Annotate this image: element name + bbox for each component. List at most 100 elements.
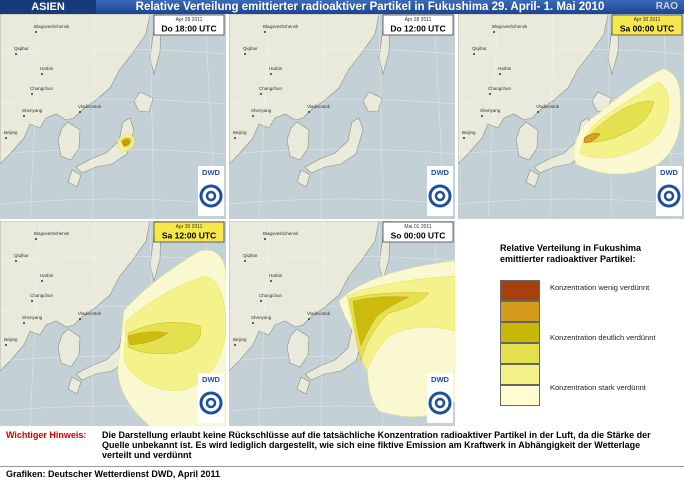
- city-label: Qiqihar: [243, 46, 258, 51]
- map-panel: Blagoveshchensk Qiqihar Harbin Changchun She…: [229, 14, 455, 219]
- city-dot: [308, 111, 310, 113]
- city-label: Harbin: [269, 66, 283, 71]
- city-label: Beijing: [233, 337, 247, 342]
- city-label: Blagoveshchensk: [263, 24, 299, 29]
- city-label: Vladivostok: [307, 311, 331, 316]
- city-dot: [31, 300, 33, 302]
- city-label: Beijing: [233, 130, 247, 135]
- legend-entry: Konzentration deutlich verdünnt: [550, 333, 656, 342]
- time-box: [153, 14, 225, 36]
- city-dot: [260, 300, 262, 302]
- time-box: [382, 221, 454, 243]
- city-label: Harbin: [498, 66, 512, 71]
- logo-label: DWD: [660, 168, 678, 177]
- city-dot: [23, 115, 25, 117]
- logo-swirl: [205, 397, 217, 409]
- plume: [127, 331, 169, 346]
- city-label: Vladivostok: [536, 104, 560, 109]
- time-label: Do 18:00 UTC: [161, 24, 216, 34]
- date-label: Apr 30 2011: [176, 224, 203, 230]
- plume: [127, 322, 201, 354]
- map-panel: Blagoveshchensk Qiqihar Harbin Changchun She…: [229, 221, 455, 426]
- note-label: Wichtiger Hinweis:: [6, 430, 87, 440]
- city-label: Shenyang: [251, 108, 272, 113]
- city-label: Beijing: [4, 337, 18, 342]
- city-label: Qiqihar: [14, 46, 29, 51]
- header-bar: ASIEN Relative Verteilung emittierter ra…: [0, 0, 684, 14]
- logo-swirl: [663, 190, 675, 202]
- city-label: Blagoveshchensk: [492, 24, 528, 29]
- city-dot: [489, 93, 491, 95]
- plume: [582, 101, 655, 143]
- note-text: Die Darstellung erlaubt keine Rückschlüs…: [102, 430, 651, 460]
- logo-swirl: [428, 184, 452, 208]
- city-dot: [15, 260, 17, 262]
- base-map: [0, 14, 226, 219]
- city-dot: [252, 115, 254, 117]
- city-label: Beijing: [462, 130, 476, 135]
- city-label: Harbin: [269, 273, 283, 278]
- map-panel: Blagoveshchensk Qiqihar Harbin Changchun She…: [0, 221, 226, 426]
- city-dot: [5, 344, 7, 346]
- city-dot: [15, 53, 17, 55]
- swatch: [500, 364, 540, 385]
- footer: Grafiken: Deutscher Wetterdienst DWD, Ap…: [0, 466, 684, 480]
- time-box: [611, 14, 683, 36]
- city-dot: [79, 111, 81, 113]
- city-dot: [5, 137, 7, 139]
- logo-swirl: [199, 391, 223, 415]
- date-label: Apr 30 2011: [634, 17, 661, 23]
- logo-label: DWD: [431, 375, 449, 384]
- city-label: Changchun: [30, 86, 54, 91]
- city-dot: [264, 238, 266, 240]
- city-dot: [79, 318, 81, 320]
- city-dot: [499, 73, 501, 75]
- city-dot: [473, 53, 475, 55]
- city-dot: [481, 115, 483, 117]
- city-dot: [244, 53, 246, 55]
- date-label: Apr 28 2011: [405, 17, 432, 23]
- city-label: Harbin: [40, 273, 54, 278]
- region-label: ASIEN: [0, 0, 96, 14]
- city-label: Changchun: [259, 293, 283, 298]
- city-dot: [270, 280, 272, 282]
- city-dot: [35, 238, 37, 240]
- city-label: Harbin: [40, 66, 54, 71]
- map-panel: Blagoveshchensk Qiqihar Harbin Changchun She…: [458, 14, 684, 219]
- city-label: Blagoveshchensk: [263, 231, 299, 236]
- date-label: Apr 28 2011: [176, 17, 203, 23]
- swatch: [500, 301, 540, 322]
- swatch: [500, 322, 540, 343]
- time-box: [153, 221, 225, 243]
- city-dot: [270, 73, 272, 75]
- swatch: [500, 385, 540, 406]
- logo-swirl: [428, 391, 452, 415]
- plume: [352, 296, 410, 347]
- city-dot: [308, 318, 310, 320]
- city-dot: [244, 260, 246, 262]
- base-map: [229, 14, 455, 219]
- city-dot: [252, 322, 254, 324]
- time-box: [382, 14, 454, 36]
- logo-swirl: [199, 184, 223, 208]
- time-label: So 00:00 UTC: [391, 231, 446, 241]
- city-label: Shenyang: [22, 315, 43, 320]
- plume: [122, 140, 130, 146]
- city-label: Qiqihar: [14, 253, 29, 258]
- city-dot: [234, 137, 236, 139]
- city-dot: [264, 31, 266, 33]
- city-label: Vladivostok: [307, 104, 331, 109]
- city-dot: [493, 31, 495, 33]
- plume: [583, 133, 601, 144]
- logo-swirl: [434, 397, 446, 409]
- city-label: Shenyang: [480, 108, 501, 113]
- city-dot: [234, 344, 236, 346]
- city-label: Changchun: [30, 293, 54, 298]
- city-label: Shenyang: [251, 315, 272, 320]
- logo-swirl: [205, 190, 217, 202]
- time-label: Do 12:00 UTC: [390, 24, 445, 34]
- swatch: [500, 343, 540, 364]
- city-label: Blagoveshchensk: [34, 231, 70, 236]
- logo-label: DWD: [202, 168, 220, 177]
